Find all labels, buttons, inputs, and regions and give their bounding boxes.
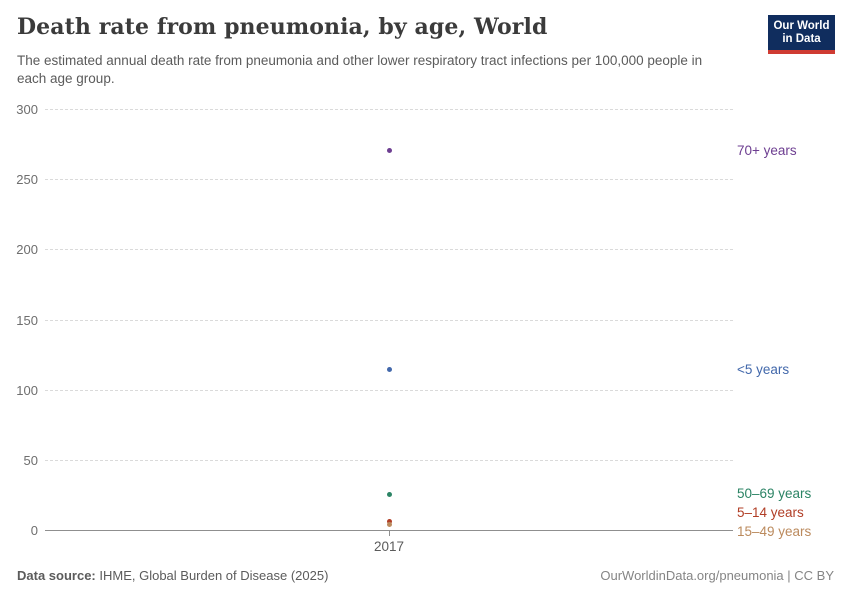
x-axis-line	[45, 530, 733, 531]
page-title: Death rate from pneumonia, by age, World	[17, 14, 548, 40]
x-axis-tick-label: 2017	[373, 539, 405, 554]
data-source: Data source: IHME, Global Burden of Dise…	[17, 568, 328, 583]
gridline	[45, 249, 733, 251]
y-axis-tick-label: 300	[16, 102, 38, 117]
chart-footer: Data source: IHME, Global Burden of Dise…	[17, 568, 834, 583]
owid-logo-stripe	[768, 50, 835, 54]
y-axis-tick-label: 0	[30, 523, 38, 538]
series-label-50-69-years: 50–69 years	[737, 486, 812, 502]
data-point-5-14-years[interactable]	[386, 518, 392, 524]
gridline	[45, 179, 733, 181]
data-point-70-years[interactable]	[386, 148, 392, 154]
data-point-5-years[interactable]	[386, 367, 392, 373]
series-label-5-years: <5 years	[737, 361, 790, 377]
data-source-label: Data source:	[17, 568, 96, 583]
series-label-15-49-years: 15–49 years	[737, 524, 812, 540]
owid-logo[interactable]: Our World in Data	[768, 15, 835, 54]
y-axis-tick-label: 150	[16, 312, 38, 328]
gridline	[45, 109, 733, 110]
y-axis-tick-label: 200	[16, 242, 38, 258]
x-axis-tick	[389, 531, 390, 536]
data-point-15-49-years[interactable]	[386, 522, 392, 528]
gridline	[45, 319, 733, 321]
series-label-70-years: 70+ years	[737, 142, 797, 158]
y-axis-tick-label: 100	[16, 382, 38, 398]
data-source-text: IHME, Global Burden of Disease (2025)	[95, 568, 329, 583]
data-point-50-69-years[interactable]	[386, 492, 392, 497]
gridline	[45, 389, 733, 391]
y-axis-tick-label: 50	[23, 452, 38, 468]
gridline	[45, 459, 733, 461]
series-label-5-14-years: 5–14 years	[737, 505, 804, 521]
chart-subtitle: The estimated annual death rate from pne…	[17, 53, 703, 87]
owid-logo-text: Our World in Data	[768, 15, 835, 50]
credit-link[interactable]: OurWorldinData.org/pneumonia | CC BY	[600, 568, 834, 583]
y-axis-tick-label: 250	[16, 172, 38, 188]
owid-logo-line1: Our World	[773, 20, 830, 32]
owid-logo-line2: in Data	[782, 33, 821, 45]
